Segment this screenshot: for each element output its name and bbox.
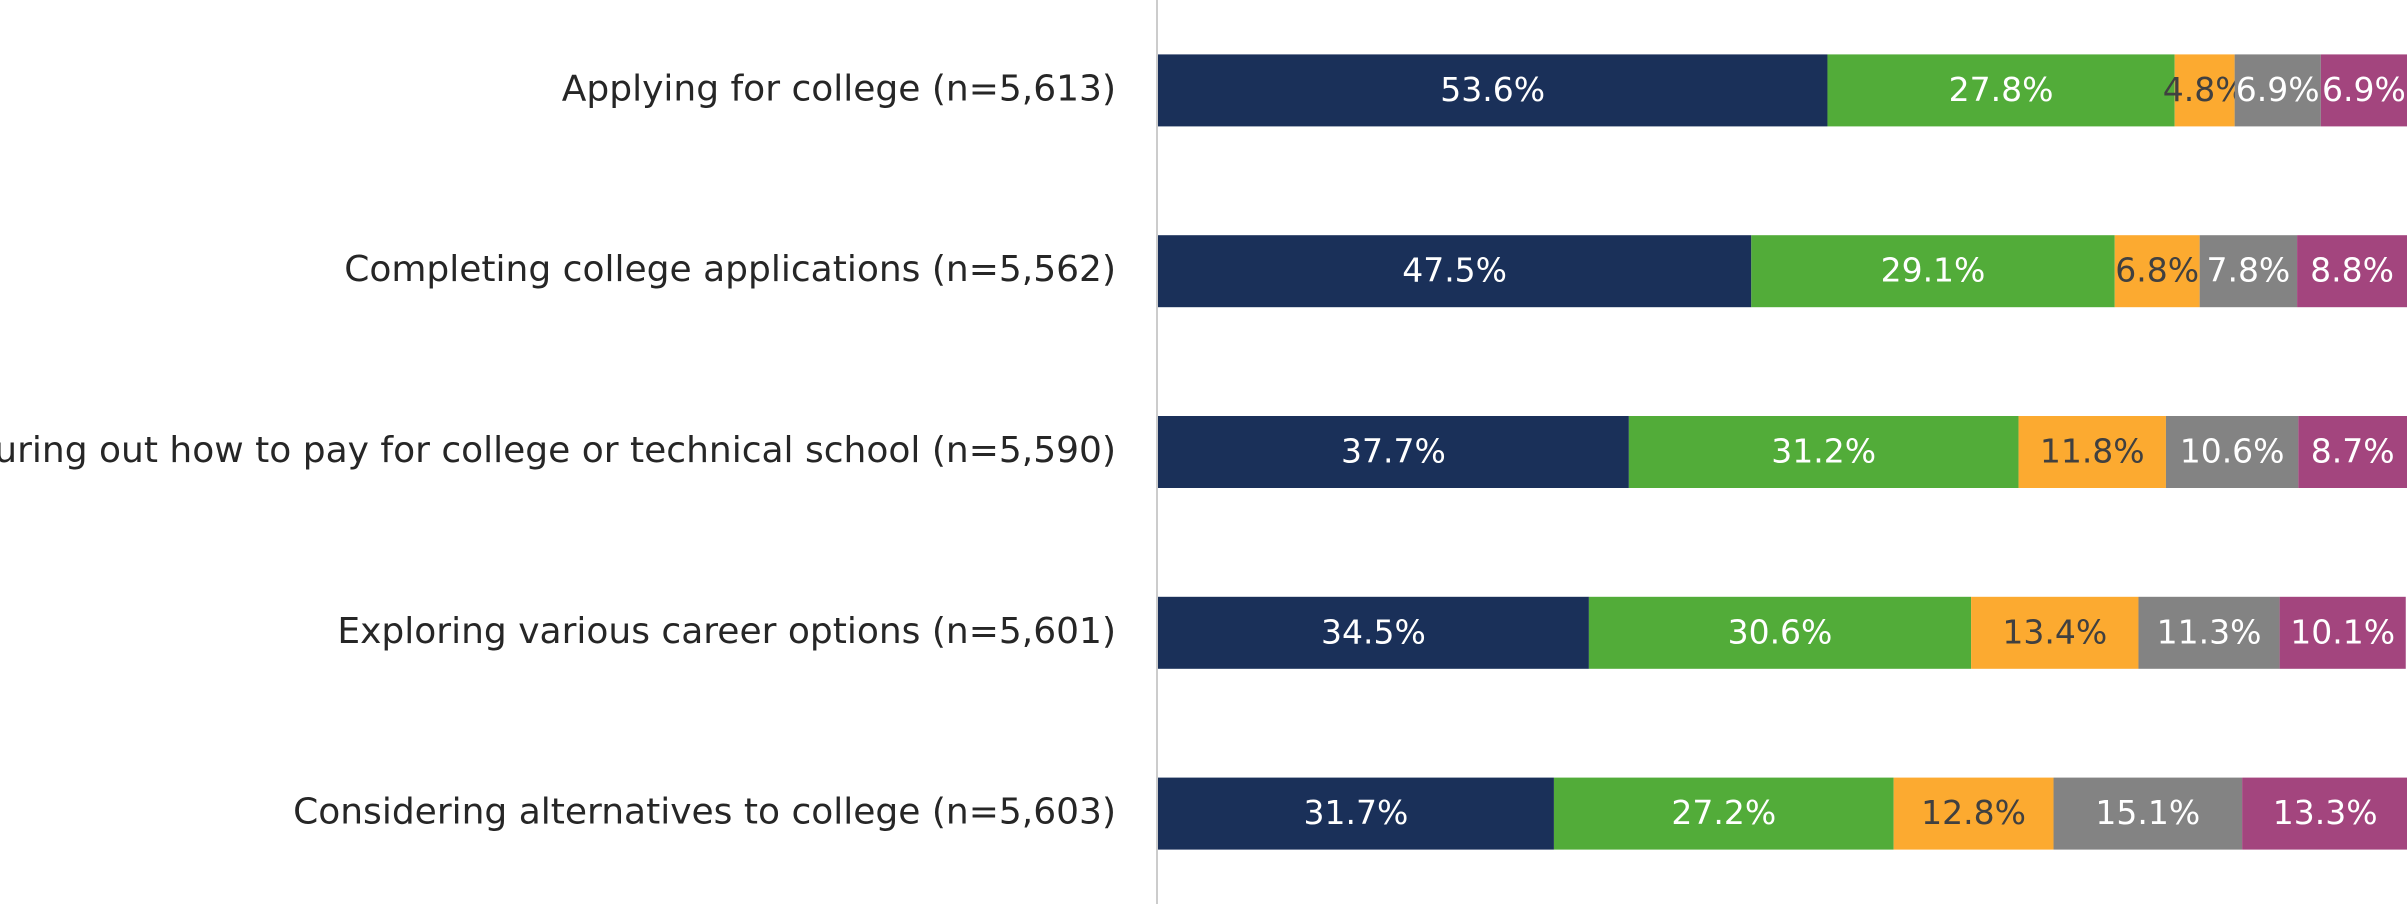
bar-segment [2279,596,2406,669]
category-label: Applying for college (n=5,613) [562,68,1116,109]
category-label: Completing college applications (n=5,562… [344,249,1116,290]
data-label: 47.5% [1402,251,1507,290]
bar-segment [2199,235,2298,308]
data-label: 30.6% [1728,612,1833,651]
data-label: 27.2% [1671,793,1776,832]
bar-segment [2320,54,2407,127]
bar-segment [1158,596,1589,669]
data-label: 6.9% [2322,70,2406,109]
bar-segment [1158,416,1629,488]
bar-segment [1827,54,2175,127]
bar-segment [2165,416,2299,488]
bar-segment [1553,777,1894,850]
bar-segment [1628,416,2019,488]
data-label: 31.7% [1304,793,1409,832]
data-label: 10.6% [2180,432,2285,471]
category-label: Considering alternatives to college (n=5… [293,792,1116,833]
data-label: 29.1% [1881,251,1986,290]
data-label: 8.7% [2311,432,2395,471]
data-label: 37.7% [1341,432,1446,471]
data-label: 11.8% [2040,432,2145,471]
bar-segment [1588,596,1972,669]
bar-segment [2297,235,2407,308]
data-label: 31.2% [1771,432,1876,471]
data-label: 15.1% [2095,793,2200,832]
data-label: 6.8% [2115,251,2199,290]
data-label: 13.4% [2002,612,2107,651]
bar-segment [1158,777,1554,850]
bar-segment [1971,596,2139,669]
data-label: 13.3% [2273,793,2378,832]
bar-segment [1751,235,2115,308]
data-label: 11.3% [2157,612,2262,651]
bar-segment [2174,54,2235,127]
bar-segment [2053,777,2243,850]
data-label: 4.8% [2163,70,2247,109]
data-label: 6.9% [2236,70,2320,109]
bar-segment [2298,416,2407,488]
data-label: 53.6% [1440,70,1545,109]
data-label: 34.5% [1321,612,1426,651]
bar-segment [2242,777,2407,850]
bar-segment [2234,54,2321,127]
bar-segment [2018,416,2166,488]
data-label: 7.8% [2206,251,2290,290]
category-label: Figuring out how to pay for college or t… [0,430,1116,471]
data-label: 12.8% [1921,793,2026,832]
bar-segment [2138,596,2280,669]
bar-segment [1893,777,2054,850]
category-label: Exploring various career options (n=5,60… [337,611,1116,652]
bar-segment [2114,235,2200,308]
data-label: 10.1% [2290,612,2395,651]
bar-segment [1158,235,1752,308]
data-label: 27.8% [1949,70,2054,109]
data-label: 8.8% [2310,251,2394,290]
bar-segment [1158,54,1828,127]
